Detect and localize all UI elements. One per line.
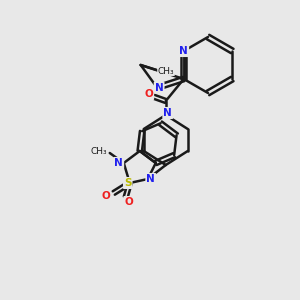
Text: O: O	[101, 191, 110, 201]
Text: N: N	[179, 46, 188, 56]
Text: N: N	[146, 174, 155, 184]
Text: CH₃: CH₃	[90, 146, 107, 155]
Text: N: N	[164, 108, 172, 118]
Text: O: O	[144, 89, 153, 99]
Text: N: N	[114, 158, 123, 168]
Text: S: S	[124, 178, 131, 188]
Text: O: O	[124, 197, 133, 207]
Text: N: N	[155, 83, 164, 93]
Text: CH₃: CH₃	[158, 67, 174, 76]
